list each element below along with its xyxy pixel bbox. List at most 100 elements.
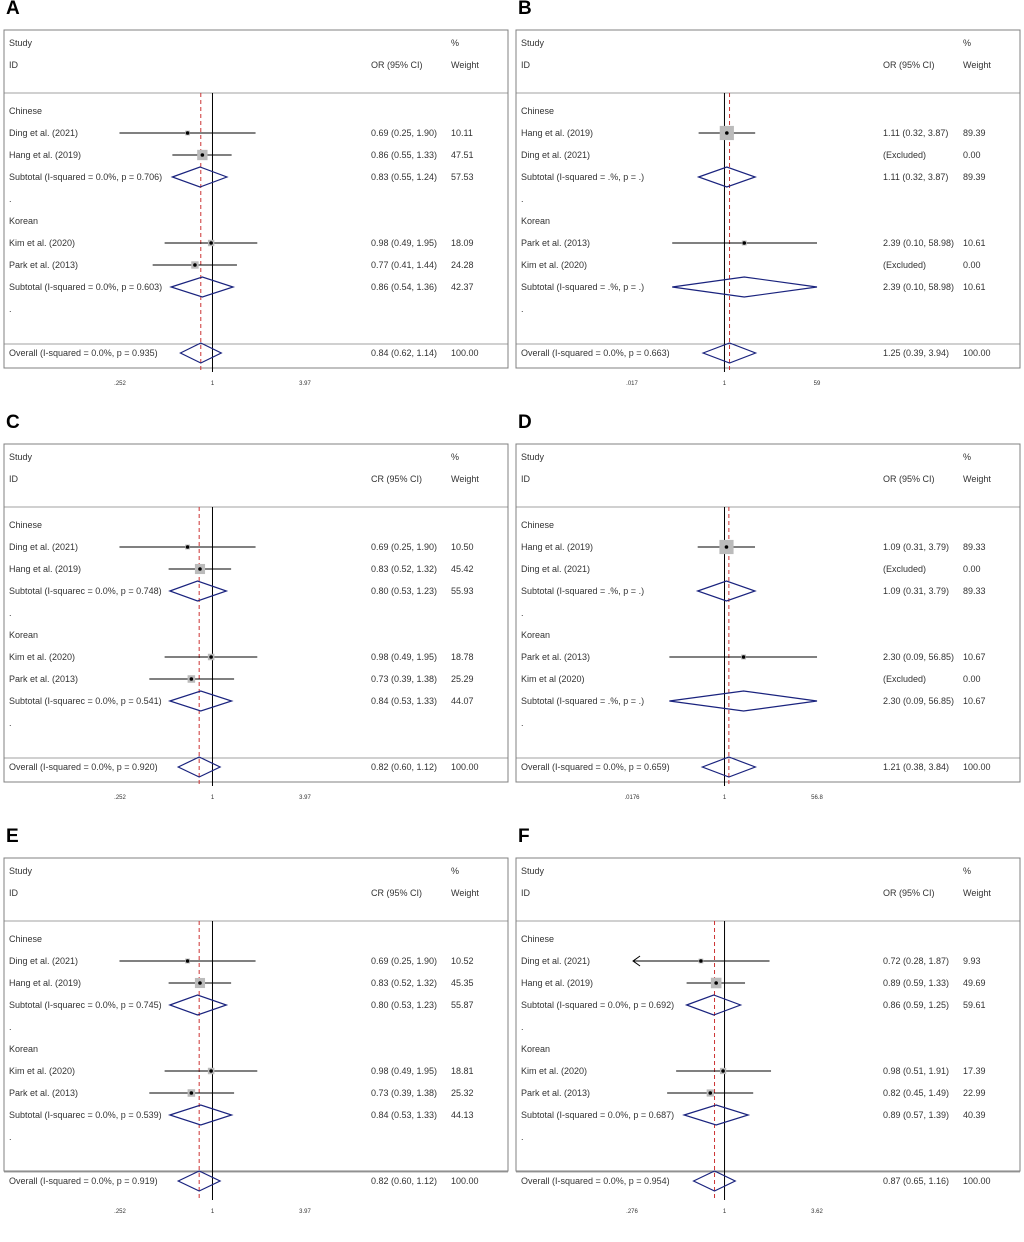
effect-header: OR (95% CI) [883,474,935,484]
subtotal-diamond [682,1104,751,1126]
study-label: Overall (I-squared = 0.0%, p = 0.935) [9,348,158,358]
weight-text: 89.33 [963,542,986,552]
panel-f: F Study ID OR (95% CI)% Weight Chinese Ding e… [512,826,1024,1242]
spacer-dot: . [9,608,12,618]
percent-header: % [963,452,971,462]
study-label: Kim et al. (2020) [521,1066,587,1076]
spacer-dot: . [521,1132,524,1142]
forest-plot-f: Study ID OR (95% CI)% Weight Chinese Ding et … [515,857,1021,1215]
axis-tick-label: 1 [211,795,215,801]
weight-text: 18.78 [451,652,474,662]
axis-tick-label: 59 [814,381,821,387]
study-label: Hang et al. (2019) [9,564,81,574]
study-label: Kim et al (2020) [521,674,585,684]
effect-ci-text: 0.86 (0.59, 1.25) [883,1000,949,1010]
axis-tick-label: 1 [723,795,727,801]
study-label: Ding et al. (2021) [9,956,78,966]
weight-text: 44.13 [451,1110,474,1120]
study-header: Study [521,38,545,48]
overall-diamond [176,756,222,778]
point-estimate [742,241,747,245]
group-label: Korean [521,1044,550,1054]
group-label: Korean [521,630,550,640]
effect-ci-text: 0.84 (0.53, 1.33) [371,696,437,706]
panel-letter: D [518,412,532,433]
study-label: Subtotal (I-squarec = 0.0%, p = 0.541) [9,696,162,706]
weight-text: 100.00 [451,762,479,772]
study-label: Subtotal (I-squarec = 0.0%, p = 0.745) [9,1000,162,1010]
study-label: Kim et al. (2020) [9,1066,75,1076]
forest-plot-a: Study ID OR (95% CI)% Weight Chinese Ding et … [3,29,509,387]
point-estimate [209,1069,213,1073]
point-estimate [185,545,190,549]
weight-text: 10.52 [451,956,474,966]
study-label: Kim et al. (2020) [9,652,75,662]
axis-tick-label: 1 [211,381,215,387]
point-estimate [198,567,202,571]
weight-text: 25.32 [451,1088,474,1098]
study-label: Overall (I-squared = 0.0%, p = 0.663) [521,348,670,358]
effect-ci-text: (Excluded) [883,674,926,684]
subtotal-diamond [684,994,743,1016]
weight-text: 24.28 [451,260,474,270]
weight-header: Weight [451,888,479,898]
effect-header: OR (95% CI) [883,60,935,70]
study-label: Overall (I-squared = 0.0%, p = 0.919) [9,1176,158,1186]
point-estimate [185,959,190,963]
group-label: Korean [9,630,38,640]
study-label: Kim et al. (2020) [521,260,587,270]
point-estimate [189,1091,194,1095]
effect-ci-text: 0.98 (0.49, 1.95) [371,652,437,662]
group-label: Chinese [521,934,554,944]
panel-letter: C [6,412,20,433]
point-estimate [725,131,729,135]
study-label: Hang et al. (2019) [9,150,81,160]
effect-header: CR (95% CI) [371,888,422,898]
study-label: Park et al. (2013) [521,1088,590,1098]
study-label: Subtotal (I-squared = .%, p = .) [521,282,644,292]
group-label: Chinese [521,106,554,116]
axis-tick-label: .252 [114,795,126,801]
axis-tick-label: .276 [626,1209,638,1215]
subtotal-diamond [170,166,229,188]
spacer-dot: . [521,1022,524,1032]
point-estimate [185,131,190,135]
effect-ci-text: 0.84 (0.62, 1.14) [371,348,437,358]
axis-tick-label: 3.97 [299,1209,311,1215]
effect-ci-text: 1.21 (0.38, 3.84) [883,762,949,772]
study-label: Hang et al. (2019) [521,978,593,988]
percent-header: % [451,452,459,462]
effect-ci-text: 2.30 (0.09, 56.85) [883,696,954,706]
panel-letter: F [518,826,530,847]
weight-text: 10.50 [451,542,474,552]
weight-header: Weight [963,888,991,898]
point-estimate [198,981,202,985]
study-header: Study [9,38,33,48]
effect-ci-text: 1.09 (0.31, 3.79) [883,542,949,552]
id-header: ID [9,474,19,484]
subtotal-diamond [168,580,229,602]
effect-ci-text: 2.39 (0.10, 58.98) [883,282,954,292]
weight-text: 18.81 [451,1066,474,1076]
spacer-dot: . [521,608,524,618]
effect-ci-text: 0.83 (0.55, 1.24) [371,172,437,182]
study-label: Overall (I-squared = 0.0%, p = 0.920) [9,762,158,772]
study-label: Subtotal (I-squared = 0.0%, p = 0.706) [9,172,162,182]
point-estimate [200,153,205,157]
study-label: Ding et al. (2021) [521,150,590,160]
weight-text: 49.69 [963,978,986,988]
effect-ci-text: 0.80 (0.53, 1.23) [371,586,437,596]
effect-ci-text: 0.69 (0.25, 1.90) [371,956,437,966]
id-header: ID [521,474,531,484]
panel-letter: A [6,0,20,19]
study-label: Kim et al. (2020) [9,238,75,248]
subtotal-diamond [672,276,818,298]
subtotal-diamond [169,276,236,298]
study-label: Ding et al. (2021) [9,542,78,552]
percent-header: % [963,866,971,876]
weight-header: Weight [963,60,991,70]
spacer-dot: . [521,194,524,204]
weight-text: 100.00 [963,762,991,772]
effect-ci-text: 0.86 (0.55, 1.33) [371,150,437,160]
axis-tick-label: .017 [626,381,638,387]
